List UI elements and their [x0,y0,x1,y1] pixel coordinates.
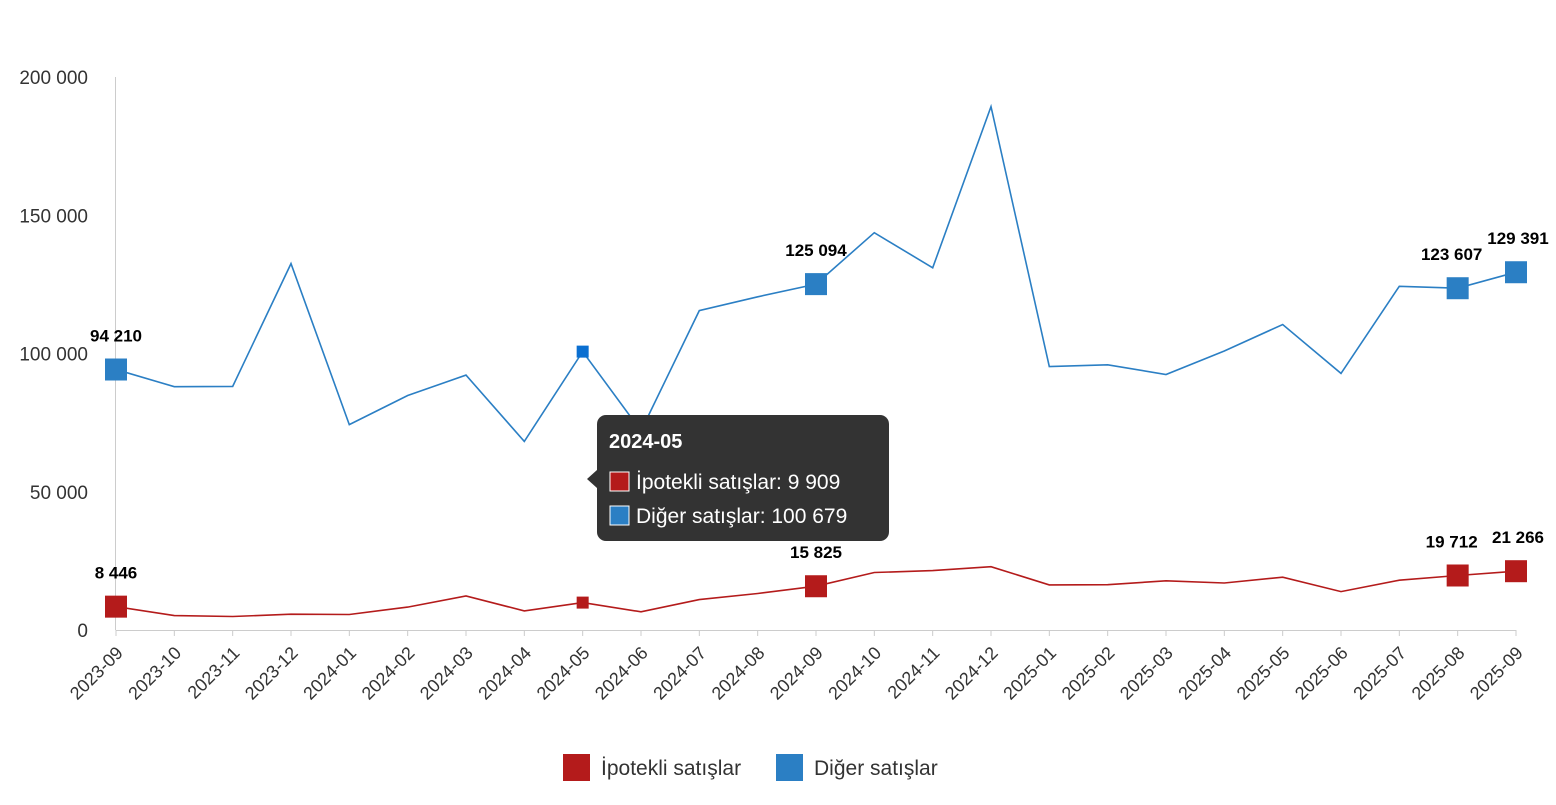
hover-point-marker[interactable] [576,345,589,358]
data-point-marker[interactable] [105,595,127,618]
x-tick-label: 2024-02 [358,643,419,704]
x-tick-label: 2024-07 [649,643,710,704]
tooltip-swatch [609,505,630,526]
legend: İpotekli satışlar Diğer satışlar [563,754,938,781]
x-tick-label: 2025-06 [1291,643,1352,704]
x-tick-label: 2023-12 [241,643,302,704]
x-tick-label: 2024-06 [591,643,652,704]
x-tick-label: 2025-03 [1116,643,1177,704]
tooltip: 2024-05 İpotekli satışlar: 9 909 Diğer sat… [587,415,889,541]
x-tick-label: 2024-08 [708,643,769,704]
y-tick-label: 50 000 [30,483,88,504]
x-tick-label: 2024-12 [941,643,1002,704]
data-label: 19 712 [1426,532,1478,551]
legend-item-label: İpotekli satışlar [601,757,741,780]
data-point-marker[interactable] [105,358,127,381]
x-tick-label: 2025-08 [1408,643,1469,704]
x-tick-label: 2025-02 [1058,643,1119,704]
data-label: 123 607 [1421,245,1482,264]
tooltip-line: Diğer satışlar: 100 679 [636,505,847,528]
data-label: 94 210 [90,327,142,346]
tooltip-pointer [587,470,597,488]
data-label: 129 391 [1487,229,1548,248]
y-tick-label: 200 000 [19,68,88,89]
x-tick-label: 2025-01 [999,643,1060,704]
data-label: 8 446 [95,564,138,583]
x-tick-label: 2024-10 [824,643,885,704]
data-label: 15 825 [790,543,842,562]
x-tick-label: 2025-07 [1349,643,1410,704]
legend-swatch[interactable] [776,754,803,781]
y-tick-label: 150 000 [19,206,88,227]
y-tick-label: 100 000 [19,345,88,366]
data-point-marker[interactable] [1505,560,1527,583]
tooltip-line: İpotekli satışlar: 9 909 [636,471,840,494]
data-label: 21 266 [1492,528,1544,547]
legend-swatch[interactable] [563,754,590,781]
data-point-marker[interactable] [1446,564,1469,587]
x-tick-label: 2024-03 [416,643,477,704]
x-tick-label: 2024-04 [474,643,535,704]
x-tick-label: 2024-09 [766,643,827,704]
x-tick-label: 2023-09 [66,643,127,704]
x-tick-label: 2025-04 [1174,643,1235,704]
x-tick-label: 2023-10 [124,643,185,704]
tooltip-swatch [609,471,630,492]
x-tick-label: 2025-09 [1466,643,1527,704]
x-tick-label: 2024-05 [533,643,594,704]
x-tick-label: 2024-11 [884,643,944,703]
x-tick-label: 2024-01 [299,643,360,704]
markers-group [105,261,1527,618]
tooltip-title: 2024-05 [609,431,682,453]
legend-item-label: Diğer satışlar [814,757,938,780]
x-tick-label: 2023-11 [184,643,244,703]
data-point-marker[interactable] [1505,261,1527,284]
data-labels-group: 8 446 15 825 19 712 21 266 94 210 125 094 123 … [90,229,1549,582]
data-point-marker[interactable] [1446,277,1469,300]
data-point-marker[interactable] [805,273,827,296]
x-tick-label: 2025-05 [1233,643,1294,704]
hover-point-marker[interactable] [576,596,589,609]
data-label: 125 094 [785,241,847,260]
data-point-marker[interactable] [805,575,827,598]
y-tick-label: 0 [77,621,88,642]
tooltip-box [597,415,889,541]
